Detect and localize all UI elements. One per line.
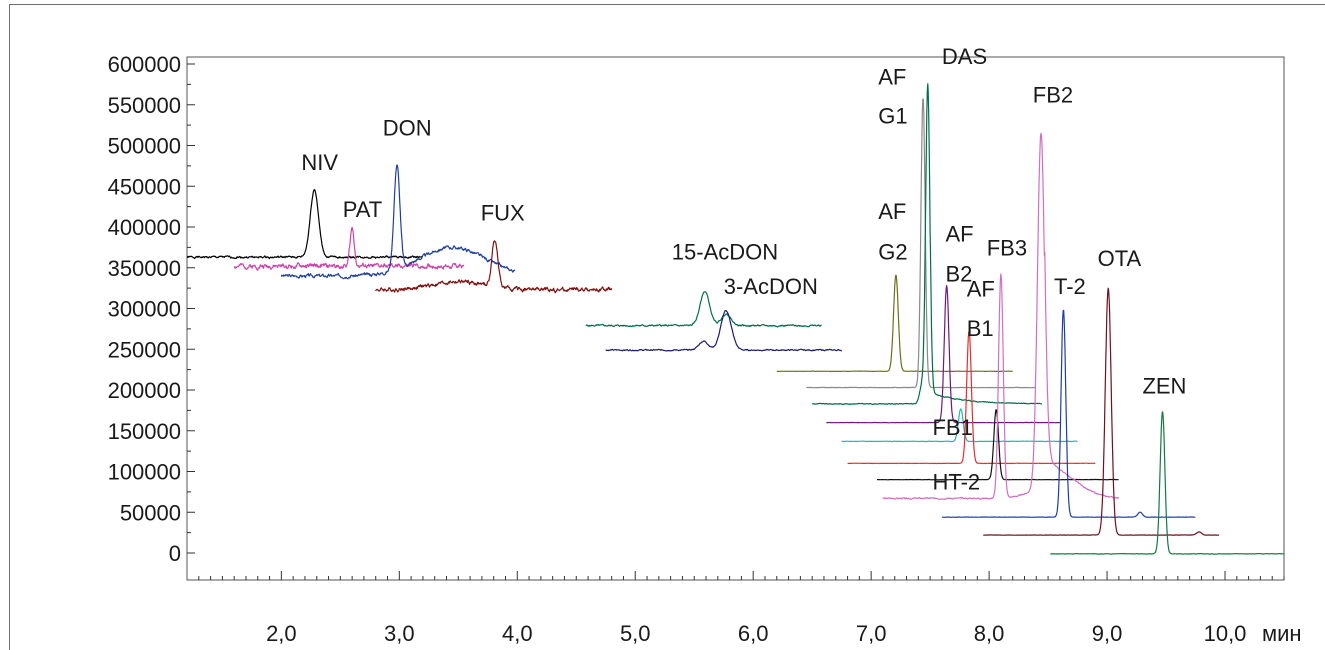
trace-af-b1 (847, 331, 1096, 465)
x-tick-label: 2,0 (266, 621, 297, 646)
x-tick-label: 4,0 (502, 621, 533, 646)
axes: 0 50000 100000 150000 200000 250000 300000 3500… (108, 52, 1285, 646)
peak-label-ota: OTA (1098, 246, 1142, 271)
peak-label-don: DON (383, 116, 432, 141)
peak-label-3-acdon: 3-AcDON (724, 274, 818, 299)
peak-label-b1: B1 (967, 316, 994, 341)
y-tick-label: 550000 (108, 93, 181, 118)
trace-pat (233, 226, 465, 271)
y-tick-label: 250000 (108, 337, 181, 362)
peak-label-ht-2: HT-2 (932, 469, 980, 494)
peak-label-g1: G1 (878, 103, 907, 128)
y-tick-label: 450000 (108, 174, 181, 199)
trace-niv (186, 189, 424, 260)
y-tick-label: 300000 (108, 297, 181, 322)
trace-3-acdon (605, 309, 843, 352)
peak-label-af: AF (967, 276, 995, 301)
y-tick-label: 500000 (108, 134, 181, 159)
peak-label-af: AF (945, 222, 973, 247)
x-tick-label: 7,0 (856, 621, 887, 646)
trace-fb3 (882, 132, 1120, 500)
peak-label-das: DAS (942, 44, 987, 69)
trace-fb1 (841, 408, 1078, 443)
peak-label-zen: ZEN (1142, 373, 1186, 398)
trace-fux (375, 240, 613, 294)
y-tick-label: 100000 (108, 460, 181, 485)
chromatogram-traces (186, 83, 1285, 555)
trace-don (280, 164, 516, 280)
x-tick-label: 9,0 (1092, 621, 1123, 646)
trace-af-b2 (826, 285, 1061, 424)
peak-label-15-acdon: 15-AcDON (672, 240, 778, 265)
y-tick-label: 200000 (108, 378, 181, 403)
peak-label-b2: B2 (945, 262, 972, 287)
trace-af-g2 (776, 274, 1013, 373)
plot-area (186, 56, 1285, 581)
y-tick-label: 0 (169, 541, 181, 566)
trace-zen (1050, 411, 1285, 555)
x-tick-label: 6,0 (738, 621, 769, 646)
x-tick-label: 3,0 (384, 621, 415, 646)
y-tick-label: 350000 (108, 256, 181, 281)
peak-label-pat: PAT (343, 197, 383, 222)
peak-label-fux: FUX (481, 200, 525, 225)
x-unit-label: мин (1262, 621, 1302, 646)
peak-label-g2: G2 (878, 240, 907, 265)
peak-label-fb3: FB3 (987, 236, 1027, 261)
x-tick-label: 5,0 (620, 621, 651, 646)
peak-label-fb1: FB1 (932, 415, 972, 440)
y-tick-label: 150000 (108, 419, 181, 444)
trace-ota (983, 287, 1220, 536)
trace-15-acdon (585, 291, 822, 328)
x-tick-label: 10,0 (1204, 621, 1247, 646)
peak-label-niv: NIV (301, 150, 338, 175)
peak-label-fb2: FB2 (1033, 82, 1073, 107)
chart-frame (9, 4, 1325, 650)
trace-t-2 (941, 309, 1196, 519)
y-tick-label: 400000 (108, 215, 181, 240)
peak-label-af: AF (878, 199, 906, 224)
peak-label-t-2: T-2 (1054, 274, 1086, 299)
y-tick-label: 600000 (108, 52, 181, 77)
x-tick-label: 8,0 (974, 621, 1005, 646)
y-tick-label: 50000 (120, 500, 181, 525)
peak-label-af: AF (878, 64, 906, 89)
